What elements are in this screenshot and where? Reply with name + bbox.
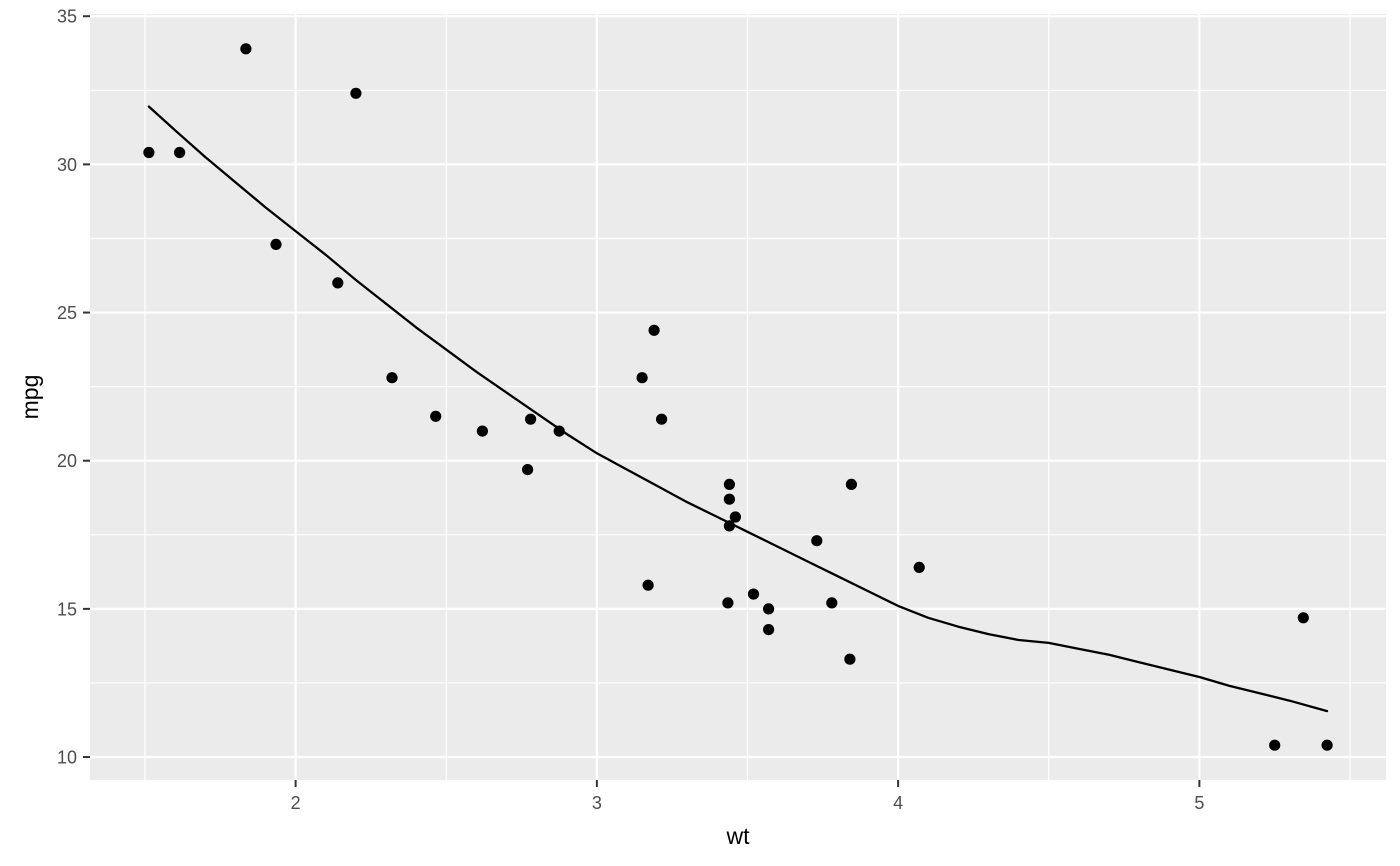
minor-gridlines — [90, 14, 1386, 780]
data-point — [636, 372, 648, 384]
x-axis-tick-label: 3 — [592, 793, 602, 813]
data-point — [642, 579, 654, 591]
data-point — [648, 324, 660, 336]
loess-smooth-curve — [147, 105, 1329, 713]
data-point — [1297, 612, 1309, 624]
y-axis-tick-label: 35 — [57, 7, 77, 27]
y-axis-tick-label: 10 — [57, 748, 77, 768]
data-point — [763, 624, 775, 636]
data-point — [811, 535, 823, 547]
scatter-points — [143, 43, 1333, 751]
data-point — [270, 238, 282, 250]
data-point — [430, 410, 442, 422]
data-point — [763, 603, 775, 615]
data-point — [723, 478, 736, 490]
data-point — [722, 597, 734, 609]
data-point — [525, 413, 537, 425]
x-axis-title: wt — [726, 823, 751, 849]
x-axis-tick-marks — [294, 780, 1201, 787]
data-point — [1269, 739, 1281, 751]
data-point — [656, 413, 668, 425]
y-axis-tick-labels: 10 15 20 25 30 35 — [57, 7, 77, 768]
data-point — [332, 277, 344, 289]
data-point — [386, 372, 398, 384]
y-axis-tick-label: 25 — [57, 303, 77, 323]
data-point — [826, 597, 838, 609]
data-point — [143, 146, 155, 159]
y-axis-tick-label: 20 — [57, 451, 77, 471]
data-point — [723, 493, 736, 505]
y-axis-tick-label: 15 — [57, 599, 77, 619]
data-point — [476, 425, 488, 437]
data-point — [729, 511, 742, 523]
data-point — [913, 561, 925, 574]
x-axis-tick-label: 4 — [893, 793, 903, 813]
data-point — [1321, 739, 1333, 751]
x-axis-tick-labels: 2 3 4 5 — [291, 793, 1205, 813]
y-axis-tick-label: 30 — [57, 155, 77, 175]
data-point — [747, 588, 760, 600]
x-axis-tick-label: 2 — [291, 793, 301, 813]
data-point — [174, 146, 186, 159]
data-point — [844, 653, 856, 665]
y-axis-tick-marks — [83, 15, 90, 759]
major-gridlines — [90, 14, 1386, 780]
data-point — [845, 478, 858, 490]
y-axis-title: mpg — [17, 375, 43, 420]
data-point — [522, 464, 534, 476]
data-point — [350, 87, 362, 99]
plot-panel — [90, 14, 1386, 780]
data-point — [240, 43, 252, 55]
x-axis-tick-label: 5 — [1194, 793, 1204, 813]
